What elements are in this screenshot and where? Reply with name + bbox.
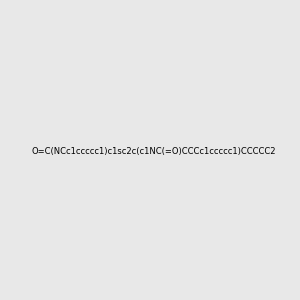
- Text: O=C(NCc1ccccc1)c1sc2c(c1NC(=O)CCCc1ccccc1)CCCCC2: O=C(NCc1ccccc1)c1sc2c(c1NC(=O)CCCc1ccccc…: [32, 147, 276, 156]
